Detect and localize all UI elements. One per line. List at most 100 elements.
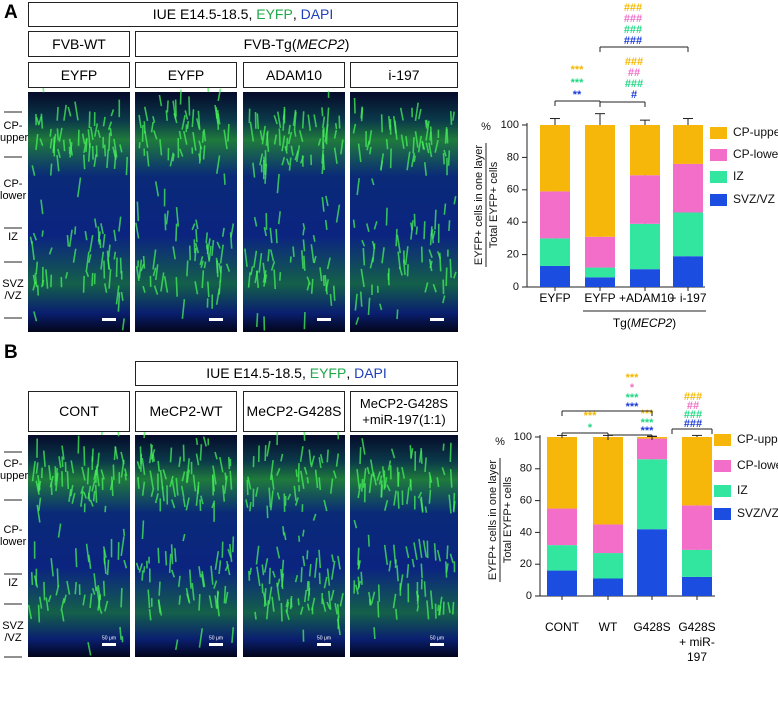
x-tick-label: G428S <box>633 620 671 634</box>
neuron <box>82 154 86 170</box>
neuron <box>27 604 33 620</box>
neuron <box>177 575 181 587</box>
neuron <box>150 121 154 133</box>
header-text: DAPI <box>354 365 387 382</box>
neuron <box>32 232 38 241</box>
neuron <box>386 484 391 492</box>
neuron <box>366 466 370 475</box>
neuron <box>331 554 335 563</box>
legend-label: CP-upper <box>733 125 778 139</box>
neuron <box>297 598 300 606</box>
neuron <box>216 601 220 617</box>
neuron <box>326 257 331 270</box>
neuron <box>371 240 376 250</box>
neuron <box>171 480 176 498</box>
neuron <box>86 467 90 485</box>
neuron <box>392 116 397 134</box>
neuron <box>183 130 188 145</box>
neuron <box>135 266 140 282</box>
neuron <box>378 475 383 485</box>
significance-mark: *** <box>626 401 640 413</box>
neuron <box>318 549 322 569</box>
neuron <box>106 250 110 270</box>
neuron <box>252 162 256 178</box>
legend-label: SVZ/VZ <box>737 506 778 520</box>
neuron <box>229 543 233 562</box>
neuron <box>188 96 191 116</box>
neuron <box>31 461 36 482</box>
neuron <box>102 234 106 248</box>
neuron <box>153 285 159 295</box>
neuron <box>68 488 72 502</box>
neuron <box>445 267 448 286</box>
neuron <box>396 309 399 320</box>
significance-mark: *** <box>584 410 598 422</box>
neuron <box>159 139 163 156</box>
neuron <box>434 139 439 153</box>
neuron <box>91 272 94 287</box>
bar-segment <box>630 223 660 270</box>
neuron <box>199 444 203 461</box>
neuron <box>418 450 422 463</box>
neuron <box>295 145 301 162</box>
neuron <box>82 275 85 293</box>
neuron <box>87 143 91 162</box>
neuron <box>69 142 73 158</box>
neuron <box>401 466 406 479</box>
neuron <box>288 157 292 171</box>
neuron <box>178 456 182 468</box>
neuron <box>103 549 106 565</box>
group-label-part: Tg( <box>612 316 631 330</box>
column-box: CONT <box>28 391 130 432</box>
neuron <box>181 471 186 482</box>
neuron <box>184 110 189 120</box>
neuron <box>195 486 200 506</box>
significance-mark: ### <box>625 78 643 90</box>
neuron <box>89 593 93 609</box>
neuron <box>330 560 336 580</box>
neuron <box>49 163 53 176</box>
bar-segment <box>585 125 615 237</box>
neuron <box>416 604 420 612</box>
neuron <box>175 277 178 297</box>
legend-swatch <box>710 127 727 139</box>
bar-segment <box>630 175 660 224</box>
neuron <box>368 146 372 155</box>
neuron <box>138 114 142 129</box>
bar-segment <box>540 238 570 266</box>
neuron <box>261 125 266 145</box>
significance-mark: ### <box>624 13 642 25</box>
neuron <box>115 285 120 305</box>
neuron <box>109 127 113 137</box>
neuron <box>399 107 404 121</box>
neuron <box>104 600 109 612</box>
neuron <box>258 253 263 273</box>
neuron <box>170 499 176 509</box>
neuron <box>113 251 117 260</box>
x-tick-label: EYFP <box>584 291 616 305</box>
neuron <box>313 256 317 264</box>
bar-segment <box>547 545 577 571</box>
neuron <box>442 152 445 165</box>
neuron <box>215 155 221 174</box>
neuron <box>443 149 447 157</box>
neuron <box>360 571 363 585</box>
neuron <box>92 490 96 502</box>
neuron <box>166 100 169 113</box>
bar-segment <box>637 459 667 530</box>
neuron <box>356 178 361 196</box>
neuron <box>188 569 192 589</box>
neuron <box>217 88 222 102</box>
group-label-part: MECP2 <box>630 316 673 330</box>
neuron <box>57 523 62 538</box>
neuron <box>263 227 267 237</box>
neuron <box>141 570 144 581</box>
neuron <box>144 130 149 148</box>
neuron <box>61 456 64 467</box>
neuron <box>269 227 273 244</box>
neuron <box>181 115 186 130</box>
neuron <box>282 526 285 536</box>
neuron <box>437 604 440 612</box>
y-label-denominator: Total EYFP+ cells <box>502 476 514 563</box>
neuron <box>222 485 226 502</box>
